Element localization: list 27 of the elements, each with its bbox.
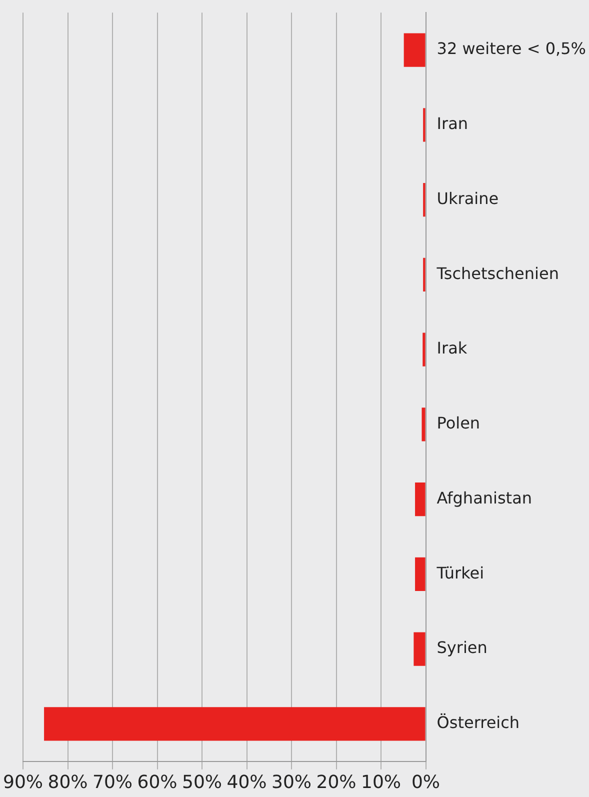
y-tick-label: Österreich — [436, 713, 520, 732]
y-tick-label: Tschetschenien — [436, 264, 559, 283]
x-tick-label: 20% — [316, 772, 356, 793]
bar — [414, 632, 426, 666]
x-tick-label: 90% — [2, 772, 44, 793]
bar — [415, 557, 426, 592]
x-tick-label: 80% — [48, 772, 88, 793]
bar — [415, 482, 426, 516]
bar — [422, 332, 426, 366]
y-tick-label: Ukraine — [436, 188, 499, 208]
y-tick-label: Iran — [436, 114, 468, 134]
y-tick-label: Irak — [436, 338, 468, 358]
y-tick-label: Polen — [436, 414, 480, 433]
bar — [404, 33, 426, 67]
x-tick-label: 10% — [361, 772, 402, 793]
x-tick-label: 40% — [226, 772, 267, 793]
bar — [422, 408, 426, 442]
x-tick-label: 30% — [272, 772, 312, 793]
x-tick-label: 70% — [92, 772, 133, 793]
y-tick-label: Türkei — [436, 563, 484, 582]
y-tick-label: Afghanistan — [436, 488, 532, 508]
y-tick-label: 32 weitere < 0,5% — [436, 39, 586, 58]
x-tick-label: 50% — [182, 772, 222, 793]
x-tick-label: 60% — [137, 772, 178, 793]
x-tick-label: 0% — [411, 772, 440, 793]
bar — [44, 707, 426, 741]
y-tick-label: Syrien — [436, 638, 488, 658]
